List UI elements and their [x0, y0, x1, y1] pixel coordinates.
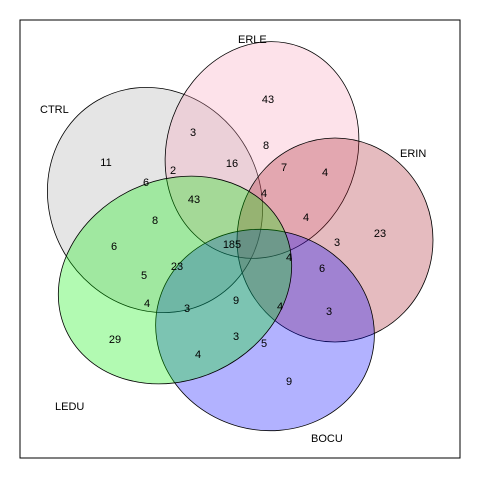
count-ledu-ctrl: 6 — [111, 241, 117, 253]
count-region-23: 23 — [171, 261, 183, 273]
count-all-five: 185 — [223, 239, 241, 251]
set-bocu-shape — [155, 228, 375, 432]
set-labels: CTRL ERLE ERIN BOCU LEDU — [40, 34, 426, 445]
count-region-4-right: 4 — [286, 252, 292, 264]
count-region-3-lower-left: 3 — [184, 303, 190, 315]
count-region-2: 2 — [170, 165, 176, 177]
count-ledu-only: 29 — [109, 334, 121, 346]
set-erin-shape — [236, 137, 434, 343]
set-label-erle: ERLE — [238, 34, 267, 46]
count-ctrl-only: 11 — [100, 157, 111, 169]
count-region-7: 7 — [281, 162, 287, 174]
count-erle-erin: 4 — [322, 167, 328, 179]
count-erin-bocu: 3 — [326, 306, 332, 318]
count-bocu-only: 9 — [286, 376, 292, 388]
count-region-5-bottom: 5 — [261, 338, 267, 350]
count-region-4-lower: 4 — [277, 301, 283, 313]
count-region-4-top: 4 — [261, 188, 267, 200]
set-label-ledu: LEDU — [55, 401, 84, 413]
count-erin-only: 23 — [374, 228, 386, 240]
count-region-3-right: 3 — [334, 237, 340, 249]
count-region-3-bottom: 3 — [233, 331, 239, 343]
plot-frame — [19, 19, 461, 459]
count-erle-ledu: 8 — [263, 140, 269, 152]
count-region-43-center: 43 — [188, 194, 200, 206]
set-label-bocu: BOCU — [311, 433, 343, 445]
count-region-4-left: 4 — [144, 298, 150, 310]
count-ctrl-bocu: 6 — [143, 177, 149, 189]
set-erle-shape — [164, 41, 360, 259]
set-ctrl-shape — [47, 87, 263, 313]
count-erle-only: 43 — [262, 94, 274, 106]
count-region-8: 8 — [152, 215, 158, 227]
set-ledu-shape — [57, 175, 293, 385]
count-region-9: 9 — [233, 295, 239, 307]
set-label-erin: ERIN — [400, 148, 426, 160]
set-label-ctrl: CTRL — [40, 104, 69, 116]
count-region-6-right: 6 — [319, 263, 325, 275]
count-bocu-ledu: 4 — [195, 349, 201, 361]
count-ctrl-erle: 3 — [190, 127, 196, 139]
count-region-16: 16 — [226, 158, 238, 170]
set-shapes — [47, 41, 434, 432]
region-counts: 11 43 23 9 29 3 4 3 4 6 8 6 2 16 7 4 3 6… — [100, 94, 386, 388]
count-region-4-upper: 4 — [303, 212, 309, 224]
count-region-5-left: 5 — [141, 270, 147, 282]
